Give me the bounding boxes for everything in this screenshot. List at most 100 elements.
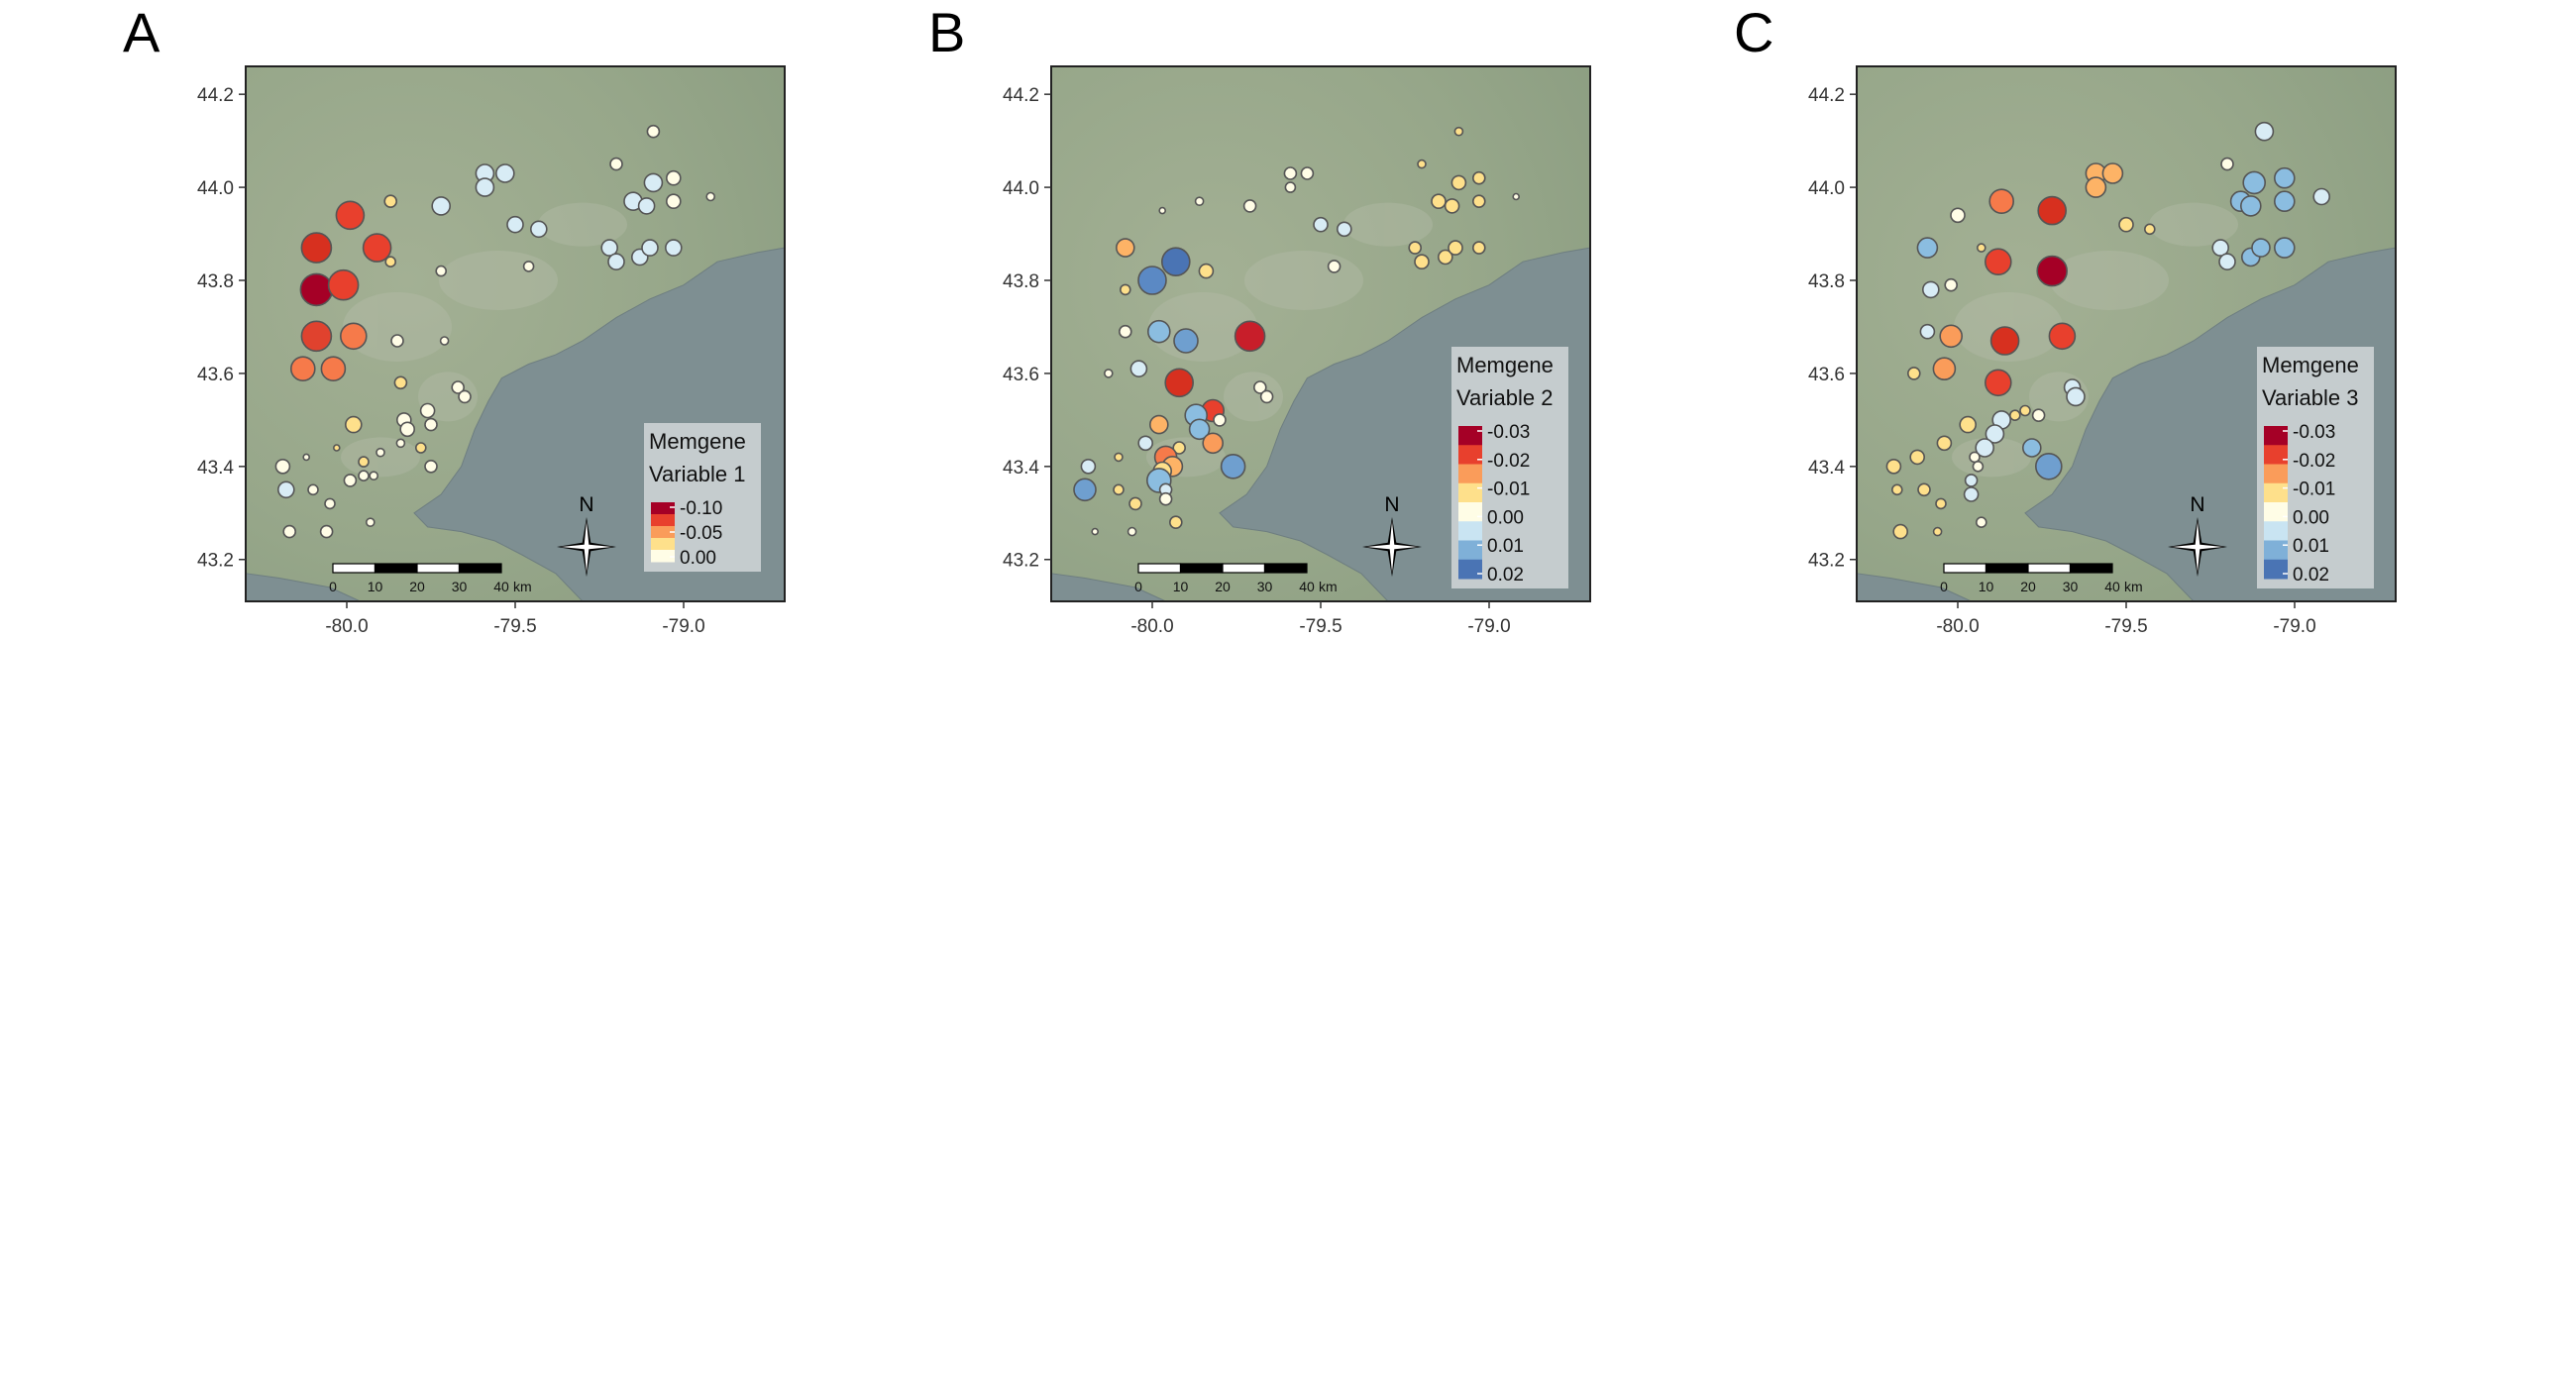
site-point[interactable]	[1194, 196, 1205, 206]
site-point[interactable]	[1972, 460, 1985, 473]
site-point[interactable]	[1944, 277, 1958, 292]
site-point[interactable]	[1964, 474, 1979, 487]
site-point[interactable]	[1472, 194, 1486, 208]
site-point[interactable]	[327, 268, 360, 301]
site-point[interactable]	[1431, 193, 1447, 209]
site-point[interactable]	[1213, 413, 1227, 427]
site-point[interactable]	[2118, 216, 2134, 233]
site-point[interactable]	[1976, 516, 1987, 529]
site-point[interactable]	[705, 191, 716, 202]
site-point[interactable]	[320, 356, 347, 382]
site-point[interactable]	[2101, 162, 2124, 184]
site-point[interactable]	[1120, 283, 1131, 296]
site-point[interactable]	[1885, 458, 1902, 475]
site-point[interactable]	[1080, 458, 1097, 475]
site-point[interactable]	[600, 239, 619, 257]
site-point[interactable]	[529, 220, 548, 239]
site-point[interactable]	[2048, 322, 2077, 351]
site-point[interactable]	[335, 200, 366, 231]
site-point[interactable]	[332, 444, 341, 452]
site-point[interactable]	[362, 233, 392, 263]
site-point[interactable]	[494, 163, 515, 183]
site-point[interactable]	[419, 402, 436, 419]
site-point[interactable]	[1975, 438, 1994, 458]
site-point[interactable]	[393, 375, 408, 390]
site-point[interactable]	[324, 497, 336, 510]
site-point[interactable]	[1149, 414, 1169, 435]
site-point[interactable]	[299, 272, 334, 307]
site-point[interactable]	[339, 322, 368, 351]
site-point[interactable]	[2211, 239, 2229, 257]
site-point[interactable]	[2312, 187, 2330, 206]
site-point[interactable]	[1161, 247, 1191, 277]
site-point[interactable]	[1198, 263, 1215, 279]
site-point[interactable]	[1283, 166, 1298, 180]
site-point[interactable]	[1417, 159, 1427, 169]
site-point[interactable]	[383, 194, 398, 208]
site-point[interactable]	[1114, 452, 1124, 463]
site-point[interactable]	[307, 483, 319, 496]
site-point[interactable]	[643, 172, 664, 193]
site-point[interactable]	[1091, 527, 1099, 536]
site-point[interactable]	[2254, 121, 2275, 142]
site-point[interactable]	[300, 320, 333, 353]
site-point[interactable]	[2144, 223, 2156, 236]
site-point[interactable]	[1158, 206, 1166, 215]
site-point[interactable]	[1313, 216, 1329, 233]
site-point[interactable]	[1220, 453, 1246, 480]
site-point[interactable]	[1188, 418, 1211, 441]
site-point[interactable]	[399, 421, 416, 438]
site-point[interactable]	[1448, 240, 1463, 256]
site-point[interactable]	[1512, 192, 1520, 201]
site-point[interactable]	[1119, 324, 1132, 339]
site-point[interactable]	[435, 265, 448, 277]
site-point[interactable]	[646, 124, 661, 139]
site-point[interactable]	[319, 524, 334, 539]
site-point[interactable]	[1147, 319, 1171, 344]
site-point[interactable]	[458, 389, 472, 404]
site-point[interactable]	[1172, 441, 1186, 455]
site-point[interactable]	[384, 256, 397, 268]
site-point[interactable]	[1414, 254, 1430, 270]
site-point[interactable]	[1158, 491, 1173, 506]
site-point[interactable]	[1453, 126, 1464, 137]
site-point[interactable]	[1935, 497, 1947, 510]
site-point[interactable]	[376, 447, 385, 458]
site-point[interactable]	[641, 239, 659, 257]
site-point[interactable]	[1917, 482, 1931, 497]
site-point[interactable]	[1977, 243, 1986, 253]
site-point[interactable]	[1985, 248, 2012, 276]
site-point[interactable]	[1137, 266, 1167, 295]
site-point[interactable]	[369, 471, 379, 481]
site-point[interactable]	[1113, 483, 1125, 496]
site-point[interactable]	[2066, 386, 2086, 407]
site-point[interactable]	[2019, 404, 2031, 417]
site-point[interactable]	[1932, 357, 1957, 381]
site-point[interactable]	[1128, 496, 1142, 511]
site-point[interactable]	[424, 459, 438, 474]
site-point[interactable]	[1169, 515, 1183, 530]
site-point[interactable]	[664, 239, 683, 257]
site-point[interactable]	[1116, 238, 1135, 258]
site-point[interactable]	[2218, 253, 2236, 271]
site-point[interactable]	[1173, 328, 1199, 354]
site-point[interactable]	[1300, 166, 1315, 180]
site-point[interactable]	[424, 417, 438, 432]
site-point[interactable]	[1939, 324, 1963, 349]
site-point[interactable]	[2240, 195, 2262, 217]
site-point[interactable]	[1959, 415, 1977, 434]
site-point[interactable]	[1472, 241, 1486, 255]
site-point[interactable]	[282, 524, 297, 539]
site-point[interactable]	[1137, 435, 1153, 452]
site-point[interactable]	[1104, 369, 1114, 378]
site-point[interactable]	[395, 438, 406, 449]
site-point[interactable]	[1164, 368, 1194, 398]
site-point[interactable]	[1472, 170, 1486, 185]
site-point[interactable]	[1259, 389, 1274, 404]
site-point[interactable]	[1444, 198, 1460, 214]
site-point[interactable]	[1907, 367, 1921, 380]
site-point[interactable]	[300, 232, 333, 264]
site-point[interactable]	[2022, 438, 2042, 458]
site-point[interactable]	[1989, 326, 2020, 356]
site-point[interactable]	[1932, 526, 1943, 537]
